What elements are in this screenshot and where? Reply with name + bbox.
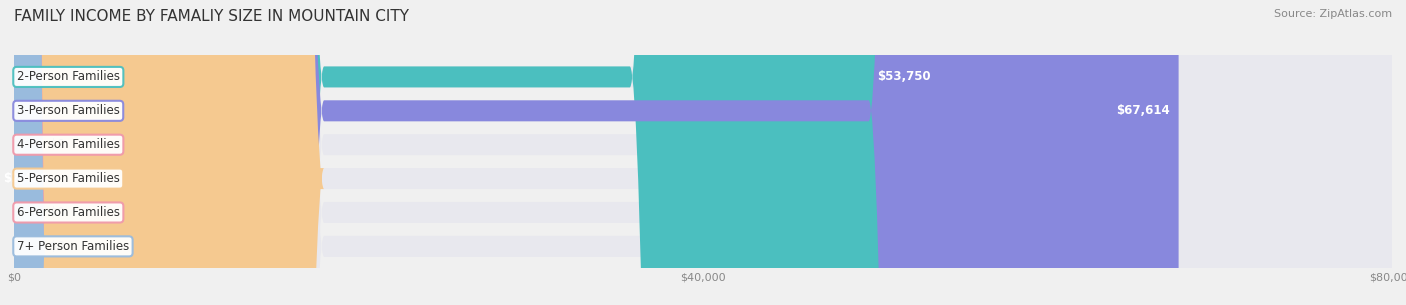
FancyBboxPatch shape — [14, 0, 1392, 305]
Text: 7+ Person Families: 7+ Person Families — [17, 240, 129, 253]
Text: $2,499: $2,499 — [3, 172, 48, 185]
FancyBboxPatch shape — [14, 0, 939, 305]
Text: 4-Person Families: 4-Person Families — [17, 138, 120, 151]
Text: $0: $0 — [49, 240, 65, 253]
Text: $0: $0 — [49, 138, 65, 151]
Text: $53,750: $53,750 — [877, 70, 931, 84]
FancyBboxPatch shape — [14, 0, 1392, 305]
FancyBboxPatch shape — [8, 0, 45, 305]
Text: Source: ZipAtlas.com: Source: ZipAtlas.com — [1274, 9, 1392, 19]
FancyBboxPatch shape — [0, 0, 325, 305]
Text: FAMILY INCOME BY FAMALIY SIZE IN MOUNTAIN CITY: FAMILY INCOME BY FAMALIY SIZE IN MOUNTAI… — [14, 9, 409, 24]
Text: 6-Person Families: 6-Person Families — [17, 206, 120, 219]
FancyBboxPatch shape — [14, 0, 1392, 305]
FancyBboxPatch shape — [14, 0, 1392, 305]
FancyBboxPatch shape — [14, 0, 1178, 305]
Text: $67,614: $67,614 — [1116, 104, 1170, 117]
Text: 2-Person Families: 2-Person Families — [17, 70, 120, 84]
FancyBboxPatch shape — [8, 0, 45, 305]
Text: $0: $0 — [49, 206, 65, 219]
FancyBboxPatch shape — [14, 0, 1392, 305]
FancyBboxPatch shape — [14, 0, 1392, 305]
FancyBboxPatch shape — [8, 0, 45, 305]
Text: 3-Person Families: 3-Person Families — [17, 104, 120, 117]
Text: 5-Person Families: 5-Person Families — [17, 172, 120, 185]
